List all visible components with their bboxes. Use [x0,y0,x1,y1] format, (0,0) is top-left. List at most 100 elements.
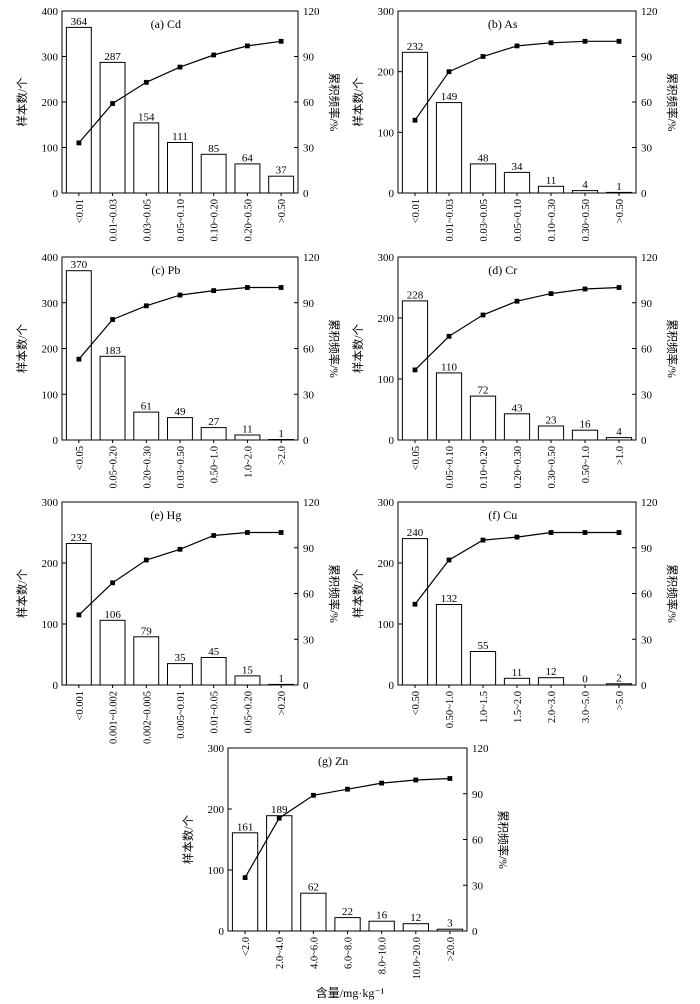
bar-4 [334,917,361,932]
category-label: >5.0 [615,691,626,710]
bar-5 [200,153,227,194]
left-tick-label: 100 [378,374,395,386]
left-tick-label: 0 [389,188,395,200]
left-tick-label: 100 [42,389,59,401]
bar-value-label: 72 [478,385,489,397]
bar-value-label: 12 [410,912,421,924]
category-label: 0.20~0.30 [142,446,153,488]
category-label: 3.0~5.0 [581,691,592,723]
category-label: <2.0 [241,937,252,956]
category-label: 2.0~3.0 [547,691,558,723]
right-tick-label: 0 [641,435,647,447]
right-tick-label: 30 [472,880,484,892]
left-axis-title: 样本数/个 [351,323,365,373]
bar-7 [268,175,295,194]
cumulative-point-2 [110,317,115,322]
category-label: <0.001 [75,691,86,721]
left-tick-label: 0 [53,680,59,692]
category-label: 0.10~0.20 [210,199,221,241]
bar-value-label: 189 [271,804,288,816]
cumulative-point-1 [76,140,82,146]
bar-value-label: 37 [276,165,288,177]
cumulative-point-7 [278,38,284,44]
category-label: <0.05 [411,446,422,470]
cumulative-point-5 [211,288,217,293]
left-tick-label: 200 [42,344,59,356]
right-tick-label: 0 [303,188,309,200]
bar-value-label: 49 [175,406,187,418]
left-axis-title: 样本数/个 [15,568,29,618]
bar-value-label: 149 [441,91,458,103]
right-tick-label: 120 [303,252,320,264]
category-label: 0.05~0.10 [445,446,456,488]
right-tick-label: 0 [472,926,478,938]
category-label: 1.0~2.0 [243,446,254,478]
bar-4 [503,677,531,686]
bar-value-label: 287 [104,51,121,63]
bar-5 [200,657,227,686]
right-tick-label: 30 [303,143,315,155]
category-label: 0.30~0.50 [547,446,558,488]
bar-value-label: 1 [616,181,622,193]
category-label: 0.10~0.30 [547,199,558,241]
right-tick-label: 90 [472,789,484,801]
cumulative-point-6 [582,530,588,535]
cumulative-point-7 [616,530,622,535]
left-tick-label: 100 [42,619,59,631]
cumulative-point-6 [245,43,250,49]
bar-value-label: 11 [242,424,253,436]
right-tick-label: 60 [303,589,315,601]
category-label: 0.50~1.0 [445,691,456,728]
right-tick-label: 90 [641,52,653,64]
bar-4 [503,171,531,194]
bar-2 [99,355,126,441]
bar-value-label: 12 [546,666,557,678]
cumulative-point-1 [412,367,418,373]
cumulative-point-3 [311,792,316,798]
bar-value-label: 4 [582,179,588,191]
right-tick-label: 120 [303,497,320,509]
left-tick-label: 400 [42,6,59,18]
category-label: >2.0 [277,446,288,465]
cumulative-point-4 [514,298,520,304]
right-tick-label: 60 [641,344,653,356]
cumulative-point-4 [177,64,183,70]
bar-value-label: 370 [71,259,88,271]
cumulative-point-7 [447,776,453,781]
bar-5 [537,185,565,194]
bar-6 [234,434,261,441]
panel-title: (b) As [488,17,518,31]
cumulative-point-5 [211,52,217,58]
right-axis-title: 累积频率/% [496,810,510,869]
category-label: >20.0 [446,937,457,961]
bar-value-label: 43 [512,402,524,414]
bar-value-label: 15 [242,664,254,676]
bar-value-label: 0 [582,674,588,686]
bar-1 [401,538,429,686]
bar-5 [537,425,565,441]
cumulative-point-1 [242,875,248,880]
cumulative-point-7 [616,285,622,290]
bar-3 [300,892,327,932]
cumulative-point-2 [446,557,452,563]
bar-1 [401,51,429,194]
bar-2 [99,619,126,686]
right-axis-title: 累积频率/% [665,319,679,378]
cumulative-point-5 [379,780,384,786]
bar-value-label: 45 [208,646,220,658]
bar-value-label: 27 [208,416,220,428]
cumulative-line [78,531,282,616]
bar-6 [402,923,430,932]
cumulative-point-1 [412,601,418,607]
cumulative-point-4 [345,786,350,792]
bar-3 [469,651,497,686]
category-label: 0.20~0.30 [513,446,524,488]
plot-frame [397,501,637,686]
bar-3 [469,395,497,441]
bar-value-label: 232 [407,41,424,53]
category-label: 0.001~0.002 [109,691,120,744]
bar-value-label: 111 [172,131,188,143]
bar-1 [65,26,92,194]
